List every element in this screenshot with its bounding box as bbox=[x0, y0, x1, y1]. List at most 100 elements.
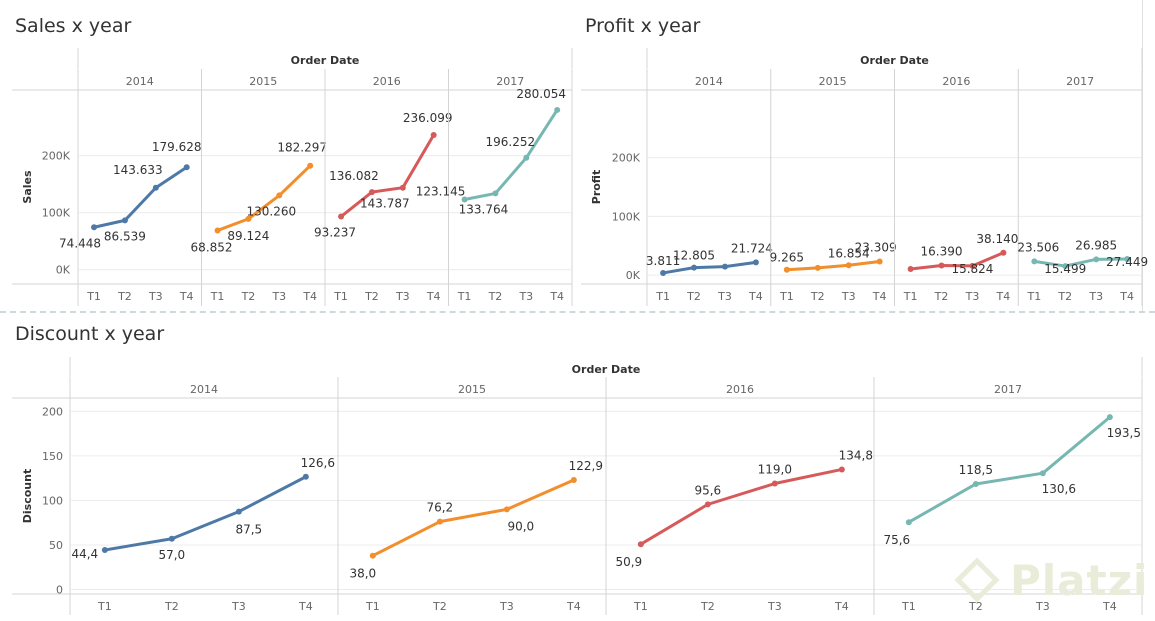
profit-data-label: 21.724 bbox=[731, 241, 773, 255]
discount-x-tick-label: T3 bbox=[767, 600, 782, 613]
discount-x-tick-label: T1 bbox=[365, 600, 380, 613]
sales-column-header: Order Date bbox=[291, 54, 360, 67]
discount-x-tick-label: T4 bbox=[298, 600, 313, 613]
sales-y-tick-label: 0K bbox=[56, 264, 71, 277]
profit-x-tick-label: T3 bbox=[965, 290, 980, 303]
sales-point-2016-T3 bbox=[399, 184, 406, 191]
discount-x-tick-label: T4 bbox=[834, 600, 849, 613]
profit-x-tick-label: T1 bbox=[1026, 290, 1041, 303]
profit-point-2015-T3 bbox=[845, 262, 852, 269]
profit-point-2015-T4 bbox=[876, 258, 883, 265]
discount-point-2015-T1 bbox=[369, 552, 376, 559]
sales-data-label: 136.082 bbox=[329, 169, 379, 183]
profit-point-2015-T1 bbox=[783, 266, 790, 273]
discount-year-header: 2014 bbox=[190, 383, 218, 396]
profit-x-tick-label: T2 bbox=[810, 290, 825, 303]
profit-point-2017-T3 bbox=[1093, 256, 1100, 263]
discount-data-label: 50,9 bbox=[615, 555, 642, 569]
sales-point-2014-T2 bbox=[121, 217, 128, 224]
profit-x-tick-label: T2 bbox=[1057, 290, 1072, 303]
sales-point-2015-T2 bbox=[245, 215, 252, 222]
sales-series-line-2016 bbox=[340, 134, 435, 218]
profit-data-label: 16.390 bbox=[921, 245, 963, 259]
discount-x-tick-label: T2 bbox=[432, 600, 447, 613]
profit-data-label: 23.309 bbox=[855, 240, 897, 254]
profit-point-2016-T1 bbox=[907, 266, 914, 273]
discount-y-tick-label: 100 bbox=[42, 494, 63, 507]
profit-year-header: 2015 bbox=[819, 75, 847, 88]
discount-y-tick-label: 150 bbox=[42, 450, 63, 463]
discount-sheet-title: Discount x year bbox=[15, 323, 165, 345]
sales-year-header: 2017 bbox=[496, 75, 524, 88]
profit-data-label: 38.140 bbox=[976, 232, 1018, 246]
sales-data-label: 182.297 bbox=[277, 141, 327, 155]
profit-point-2016-T3 bbox=[969, 262, 976, 269]
profit-data-label: 26.985 bbox=[1075, 238, 1117, 252]
profit-data-label: 3.811 bbox=[646, 254, 680, 268]
discount-data-label: 90,0 bbox=[507, 519, 534, 533]
discount-data-label: 75,6 bbox=[883, 533, 910, 547]
discount-x-tick-label: T1 bbox=[633, 600, 648, 613]
discount-x-tick-label: T1 bbox=[97, 600, 112, 613]
profit-point-2017-T4 bbox=[1124, 256, 1131, 263]
profit-point-2014-T2 bbox=[691, 264, 698, 271]
sales-data-label: 133.764 bbox=[459, 202, 509, 216]
sales-data-label: 123.145 bbox=[416, 184, 466, 198]
profit-x-tick-label: T4 bbox=[748, 290, 763, 303]
discount-x-tick-label: T3 bbox=[231, 600, 246, 613]
sales-point-2015-T1 bbox=[214, 227, 221, 234]
discount-data-label: 130,6 bbox=[1042, 482, 1076, 496]
profit-y-tick-label: 0K bbox=[626, 269, 641, 282]
sales-x-tick-label: T2 bbox=[488, 290, 503, 303]
sales-series-line-2014 bbox=[93, 165, 188, 229]
sales-data-label: 179.628 bbox=[152, 140, 202, 154]
discount-x-tick-label: T2 bbox=[700, 600, 715, 613]
sales-x-tick-label: T3 bbox=[271, 290, 286, 303]
discount-series-line-2014 bbox=[104, 475, 307, 552]
discount-year-header: 2017 bbox=[994, 383, 1022, 396]
profit-x-tick-label: T3 bbox=[717, 290, 732, 303]
sales-year-header: 2015 bbox=[249, 75, 277, 88]
discount-x-tick-label: T3 bbox=[1035, 600, 1050, 613]
discount-point-2017-T2 bbox=[972, 480, 979, 487]
sales-series-line-2017 bbox=[464, 109, 559, 201]
profit-point-2014-T4 bbox=[752, 259, 759, 266]
sales-data-label: 68.852 bbox=[191, 240, 233, 254]
discount-point-2016-T4 bbox=[838, 466, 845, 473]
profit-y-tick-label: 200K bbox=[612, 152, 641, 165]
discount-point-2017-T1 bbox=[905, 519, 912, 526]
profit-point-2014-T3 bbox=[721, 263, 728, 270]
profit-year-header: 2014 bbox=[695, 75, 723, 88]
sales-point-2015-T3 bbox=[276, 192, 283, 199]
sales-x-tick-label: T1 bbox=[457, 290, 472, 303]
profit-point-2015-T2 bbox=[814, 264, 821, 271]
profit-data-label: 9.265 bbox=[770, 251, 804, 265]
sales-point-2017-T1 bbox=[461, 196, 468, 203]
discount-data-label: 57,0 bbox=[158, 548, 185, 562]
profit-series-line-2014 bbox=[662, 260, 757, 275]
discount-data-label: 119,0 bbox=[758, 463, 792, 477]
sales-x-tick-label: T3 bbox=[148, 290, 163, 303]
profit-x-tick-label: T1 bbox=[779, 290, 794, 303]
profit-series-line-2016 bbox=[910, 251, 1004, 271]
discount-y-tick-label: 50 bbox=[49, 539, 63, 552]
discount-point-2014-T4 bbox=[302, 473, 309, 480]
discount-data-label: 38,0 bbox=[349, 567, 376, 581]
sales-point-2017-T2 bbox=[492, 190, 499, 197]
discount-x-tick-label: T4 bbox=[566, 600, 581, 613]
sales-sheet-title: Sales x year bbox=[15, 15, 132, 37]
sales-x-tick-label: T4 bbox=[549, 290, 564, 303]
discount-year-header: 2015 bbox=[458, 383, 486, 396]
sales-data-label: 236.099 bbox=[403, 111, 453, 125]
discount-point-2016-T1 bbox=[637, 541, 644, 548]
profit-year-header: 2016 bbox=[942, 75, 970, 88]
discount-column-header: Order Date bbox=[572, 363, 641, 376]
discount-point-2015-T4 bbox=[570, 477, 577, 484]
profit-x-tick-label: T3 bbox=[841, 290, 856, 303]
profit-series-line-2015 bbox=[786, 259, 880, 272]
profit-x-tick-label: T1 bbox=[655, 290, 670, 303]
sales-data-label: 143.787 bbox=[360, 197, 410, 211]
sales-series-line-2015 bbox=[217, 164, 312, 232]
